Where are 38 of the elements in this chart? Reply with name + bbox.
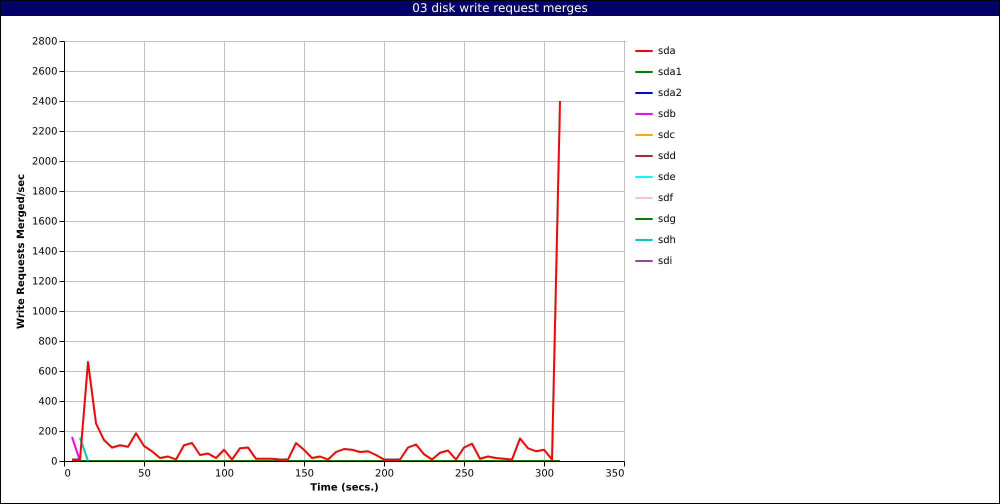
x-axis-title: Time (secs.) bbox=[310, 482, 379, 494]
x-tick-label: 350 bbox=[605, 468, 624, 480]
y-tick-label: 2400 bbox=[32, 96, 58, 108]
legend-label: sdd bbox=[658, 151, 676, 162]
y-tick-label: 0 bbox=[51, 456, 58, 468]
y-tick-label: 800 bbox=[38, 336, 58, 348]
legend-label: sdi bbox=[658, 256, 672, 267]
x-tick-label: 100 bbox=[214, 468, 234, 480]
y-tick-label: 400 bbox=[38, 396, 58, 408]
legend-label: sde bbox=[658, 172, 676, 183]
y-tick-label: 1600 bbox=[32, 216, 58, 228]
legend-label: sdc bbox=[658, 130, 676, 141]
legend-label: sda2 bbox=[658, 88, 682, 99]
line-series bbox=[71, 100, 561, 460]
x-tick-label: 300 bbox=[534, 468, 554, 480]
legend-label: sdh bbox=[658, 235, 676, 246]
y-tick-label: 2600 bbox=[32, 66, 58, 78]
chart-title: 03 disk write request merges bbox=[1, 1, 999, 16]
y-tick-label: 1000 bbox=[32, 306, 58, 318]
x-tick-label: 200 bbox=[374, 468, 394, 480]
legend-label: sda bbox=[658, 46, 676, 57]
legend-label: sdg bbox=[658, 214, 676, 225]
x-tick-label: 50 bbox=[138, 468, 151, 480]
y-tick-label: 200 bbox=[38, 426, 58, 438]
y-tick-label: 2000 bbox=[32, 156, 58, 168]
x-tick-label: 0 bbox=[64, 468, 71, 480]
y-tick-label: 1400 bbox=[32, 246, 58, 258]
legend-label: sda1 bbox=[658, 67, 682, 78]
y-tick-label: 1200 bbox=[32, 276, 58, 288]
legend-label: sdf bbox=[658, 193, 674, 204]
y-axis-title: Write Requests Merged/sec bbox=[16, 174, 28, 330]
y-tick-label: 600 bbox=[38, 366, 58, 378]
y-tick-label: 2200 bbox=[32, 126, 58, 138]
x-tick-label: 150 bbox=[294, 468, 314, 480]
legend-label: sdb bbox=[658, 109, 676, 120]
y-tick-label: 2800 bbox=[32, 36, 58, 48]
y-tick-label: 1800 bbox=[32, 186, 58, 198]
x-tick-label: 250 bbox=[454, 468, 474, 480]
